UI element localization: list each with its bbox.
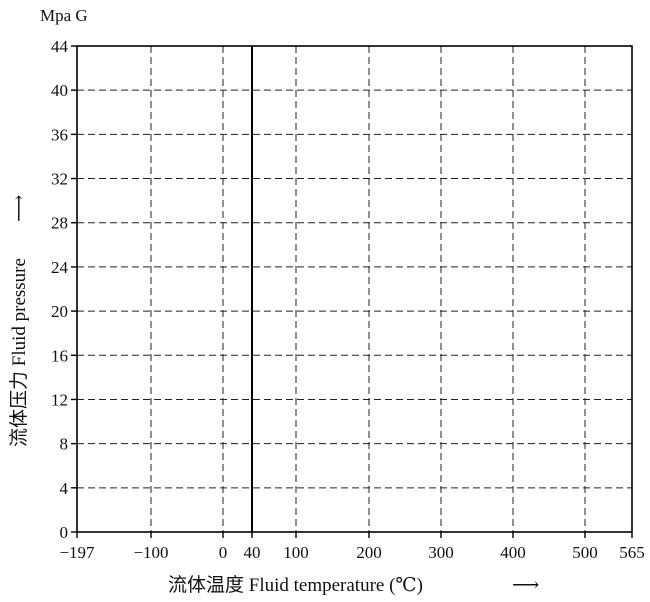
x-tick-label-500: 500 (572, 543, 598, 562)
x-tick-label-400: 400 (500, 543, 526, 562)
x-tick-label--197: −197 (59, 543, 95, 562)
y-tick-label-40: 40 (51, 81, 68, 100)
x-axis-title: 流体温度 Fluid temperature (℃) (168, 574, 423, 596)
x-tick-label-40: 40 (244, 543, 261, 562)
plot-frame (76, 45, 633, 533)
x-tick-label-100: 100 (283, 543, 309, 562)
y-tick-label-4: 4 (60, 479, 69, 498)
y-axis-title: 流体压力 Fluid pressure (8, 258, 30, 447)
y-tick-label-24: 24 (51, 258, 69, 277)
x-tick-label-0: 0 (219, 543, 228, 562)
y-axis-arrow: ⟶ (9, 195, 30, 222)
y-tick-label-44: 44 (51, 37, 69, 56)
tick-layer (71, 45, 633, 538)
tick-label-layer: −197 −100 0 40 100 200 300 400 500 565 0 4 8 12 16 20 24… (51, 37, 645, 562)
x-axis-arrow: ⟶ (512, 575, 539, 596)
grid-layer (77, 46, 632, 532)
y-tick-label-20: 20 (51, 302, 68, 321)
y-tick-label-16: 16 (51, 346, 68, 365)
y-tick-label-36: 36 (51, 125, 68, 144)
x-tick-label-565: 565 (619, 543, 645, 562)
y-unit-label: Mpa G (40, 6, 88, 25)
y-tick-label-28: 28 (51, 214, 68, 233)
x-tick-label--100: −100 (133, 543, 168, 562)
y-tick-label-12: 12 (51, 390, 68, 409)
y-tick-label-0: 0 (60, 523, 69, 542)
x-tick-label-200: 200 (356, 543, 382, 562)
y-tick-label-8: 8 (60, 435, 69, 454)
y-tick-label-32: 32 (51, 170, 68, 189)
x-tick-label-300: 300 (428, 543, 454, 562)
